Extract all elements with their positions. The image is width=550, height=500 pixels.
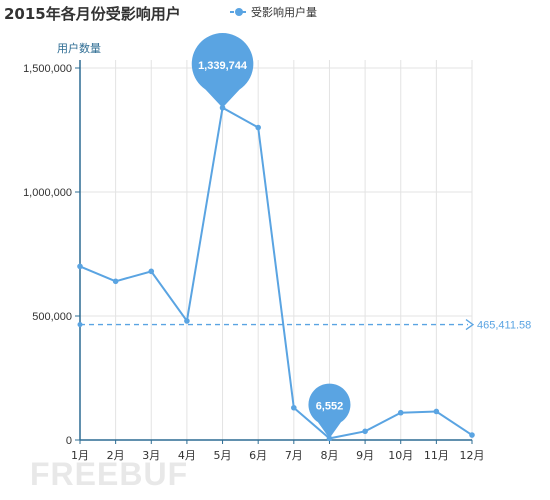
- y-axis-label: 用户数量: [57, 41, 101, 55]
- mean-line-arrow-icon: [465, 319, 475, 331]
- marker-group: 1,339,744 6,552: [191, 33, 351, 439]
- x-tick-label: 8月: [320, 449, 338, 462]
- series-group: [77, 104, 475, 442]
- data-point[interactable]: [362, 428, 368, 435]
- mean-line-label: 465,411.58: [477, 320, 531, 332]
- data-point[interactable]: [148, 268, 155, 275]
- x-tick-label: 3月: [142, 449, 160, 462]
- y-tick-label: 0: [66, 435, 72, 447]
- x-tick-label: 1月: [71, 449, 89, 462]
- x-tick-label: 10月: [388, 449, 413, 462]
- data-point[interactable]: [291, 404, 297, 411]
- y-tick-label: 500,000: [32, 311, 72, 323]
- x-tick-label: 5月: [214, 449, 232, 462]
- y-tick-labels: 1,500,000 1,000,000 500,000 0: [23, 63, 72, 447]
- y-tick-label: 1,500,000: [23, 63, 72, 75]
- data-point[interactable]: [112, 278, 119, 285]
- data-point[interactable]: [469, 432, 475, 438]
- max-marker-pin[interactable]: [191, 33, 254, 108]
- chart-title: 2015年各月份受影响用户: [4, 5, 181, 23]
- legend[interactable]: 受影响用户量: [230, 5, 317, 19]
- legend-dot-icon: [235, 8, 243, 16]
- watermark-text: FREEBUF: [30, 456, 188, 492]
- mean-line-start-dot: [77, 322, 83, 328]
- min-marker-label: 6,552: [316, 400, 344, 412]
- x-tick-label: 4月: [178, 449, 196, 462]
- legend-label: 受影响用户量: [251, 5, 317, 19]
- data-point[interactable]: [184, 318, 190, 324]
- x-tick-label: 12月: [460, 449, 485, 462]
- y-tick-label: 1,000,000: [23, 187, 72, 199]
- x-tick-labels: 1月 2月 3月 4月 5月 6月 7月 8月 9月 10月 11月 12月: [71, 449, 485, 462]
- min-marker-pin[interactable]: [308, 383, 351, 439]
- x-tick-label: 2月: [107, 449, 125, 462]
- grid: [79, 60, 473, 441]
- x-tick-label: 7月: [285, 449, 303, 462]
- mean-line-group: 465,411.58: [77, 319, 531, 332]
- data-point[interactable]: [397, 409, 404, 416]
- axes: [75, 60, 473, 444]
- series-line: [79, 106, 473, 440]
- data-point[interactable]: [326, 435, 333, 442]
- data-point[interactable]: [255, 124, 261, 131]
- max-marker-label: 1,339,744: [198, 60, 248, 72]
- x-tick-label: 6月: [249, 449, 267, 462]
- x-tick-label: 9月: [356, 449, 374, 462]
- data-point[interactable]: [77, 263, 83, 270]
- x-tick-label: 11月: [424, 449, 449, 462]
- data-point[interactable]: [433, 408, 440, 415]
